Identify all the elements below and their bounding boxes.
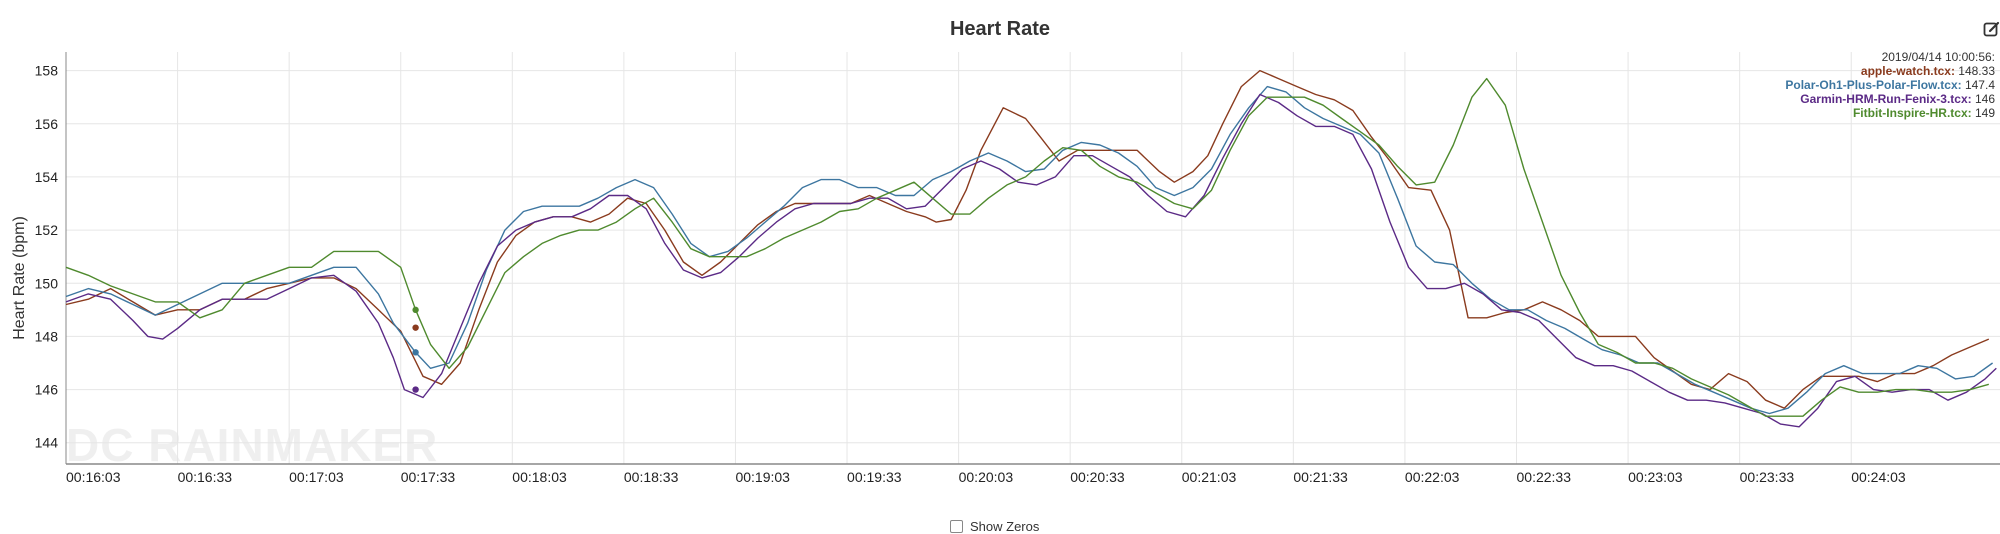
- show-zeros-checkbox[interactable]: [950, 520, 963, 533]
- x-tick-label: 00:23:03: [1628, 469, 1683, 485]
- series-line-4[interactable]: [65, 77, 1989, 417]
- hover-marker-3: [412, 386, 419, 393]
- tooltip-row: Fitbit-Inspire-HR.tcx: 149: [1785, 106, 1995, 120]
- tooltip-row: apple-watch.tcx: 148.33: [1785, 64, 1995, 78]
- x-tick-label: 00:23:33: [1740, 469, 1795, 485]
- series-line-2[interactable]: [65, 85, 1994, 415]
- x-tick-label: 00:21:33: [1293, 469, 1348, 485]
- x-tick-label: 00:22:33: [1517, 469, 1572, 485]
- y-tick-label: 156: [35, 116, 59, 132]
- tooltip-row: Polar-Oh1-Plus-Polar-Flow.tcx: 147.4: [1785, 78, 1995, 92]
- tooltip-value: 146: [1971, 92, 1995, 106]
- y-tick-label: 150: [35, 275, 59, 291]
- chart-title: Heart Rate: [949, 18, 1051, 40]
- x-tick-label: 00:19:33: [847, 469, 902, 485]
- hover-markers: [412, 306, 419, 393]
- y-tick-label: 146: [35, 382, 59, 398]
- x-tick-label: 00:21:03: [1182, 469, 1237, 485]
- x-tick-label: 00:20:33: [1070, 469, 1125, 485]
- tooltip-value: 148.33: [1954, 64, 1995, 78]
- x-tick-label: 00:17:03: [289, 469, 344, 485]
- legend-entry: Garmin-HRM-Run-Fenix-3.tcx:: [1800, 92, 1972, 106]
- y-tick-label: 158: [35, 63, 59, 79]
- y-axis-label: Heart Rate (bpm): [11, 216, 28, 340]
- x-tick-label: 00:19:03: [735, 469, 790, 485]
- tooltip-value: 147.4: [1961, 78, 1995, 92]
- axes: 144 146 148 150 152 154 156 158 00:16:03 00:16:33…: [35, 52, 2000, 485]
- watermark: DC RAINMAKER: [66, 419, 439, 471]
- tooltip-time: 2019/04/14 10:00:56:: [1881, 50, 1995, 64]
- y-tick-label: 152: [35, 222, 59, 238]
- legend-entry: Polar-Oh1-Plus-Polar-Flow.tcx:: [1785, 78, 1962, 92]
- series-line-3[interactable]: [65, 93, 1997, 428]
- hover-marker-1: [412, 324, 419, 331]
- grid: [65, 52, 2000, 464]
- series-line-1[interactable]: [65, 69, 1990, 409]
- tooltip-row: Garmin-HRM-Run-Fenix-3.tcx: 146: [1785, 92, 1995, 106]
- hover-tooltip: 2019/04/14 10:00:56: apple-watch.tcx: 14…: [1785, 50, 1995, 120]
- x-tick-label: 00:18:33: [624, 469, 679, 485]
- hover-marker-4: [412, 306, 419, 314]
- x-tick-label: 00:16:03: [66, 469, 121, 485]
- x-tick-label: 00:17:33: [401, 469, 456, 485]
- legend-entry: Fitbit-Inspire-HR.tcx:: [1852, 106, 1972, 120]
- show-zeros-label: Show Zeros: [970, 519, 1040, 534]
- tooltip-value: 149: [1971, 106, 1995, 120]
- hover-marker-2: [412, 349, 419, 356]
- series-lines: [65, 69, 1997, 428]
- y-tick-label: 154: [35, 169, 59, 185]
- x-tick-label: 00:16:33: [178, 469, 233, 485]
- y-tick-label: 144: [35, 435, 59, 451]
- x-tick-label: 00:24:03: [1851, 469, 1906, 485]
- x-tick-label: 00:18:03: [512, 469, 567, 485]
- x-tick-label: 00:20:03: [959, 469, 1014, 485]
- legend-entry: apple-watch.tcx:: [1860, 64, 1955, 78]
- x-tick-label: 00:22:03: [1405, 469, 1460, 485]
- show-zeros-toggle[interactable]: Show Zeros: [950, 519, 1039, 534]
- edit-icon[interactable]: [1983, 20, 2000, 38]
- y-tick-label: 148: [35, 328, 59, 344]
